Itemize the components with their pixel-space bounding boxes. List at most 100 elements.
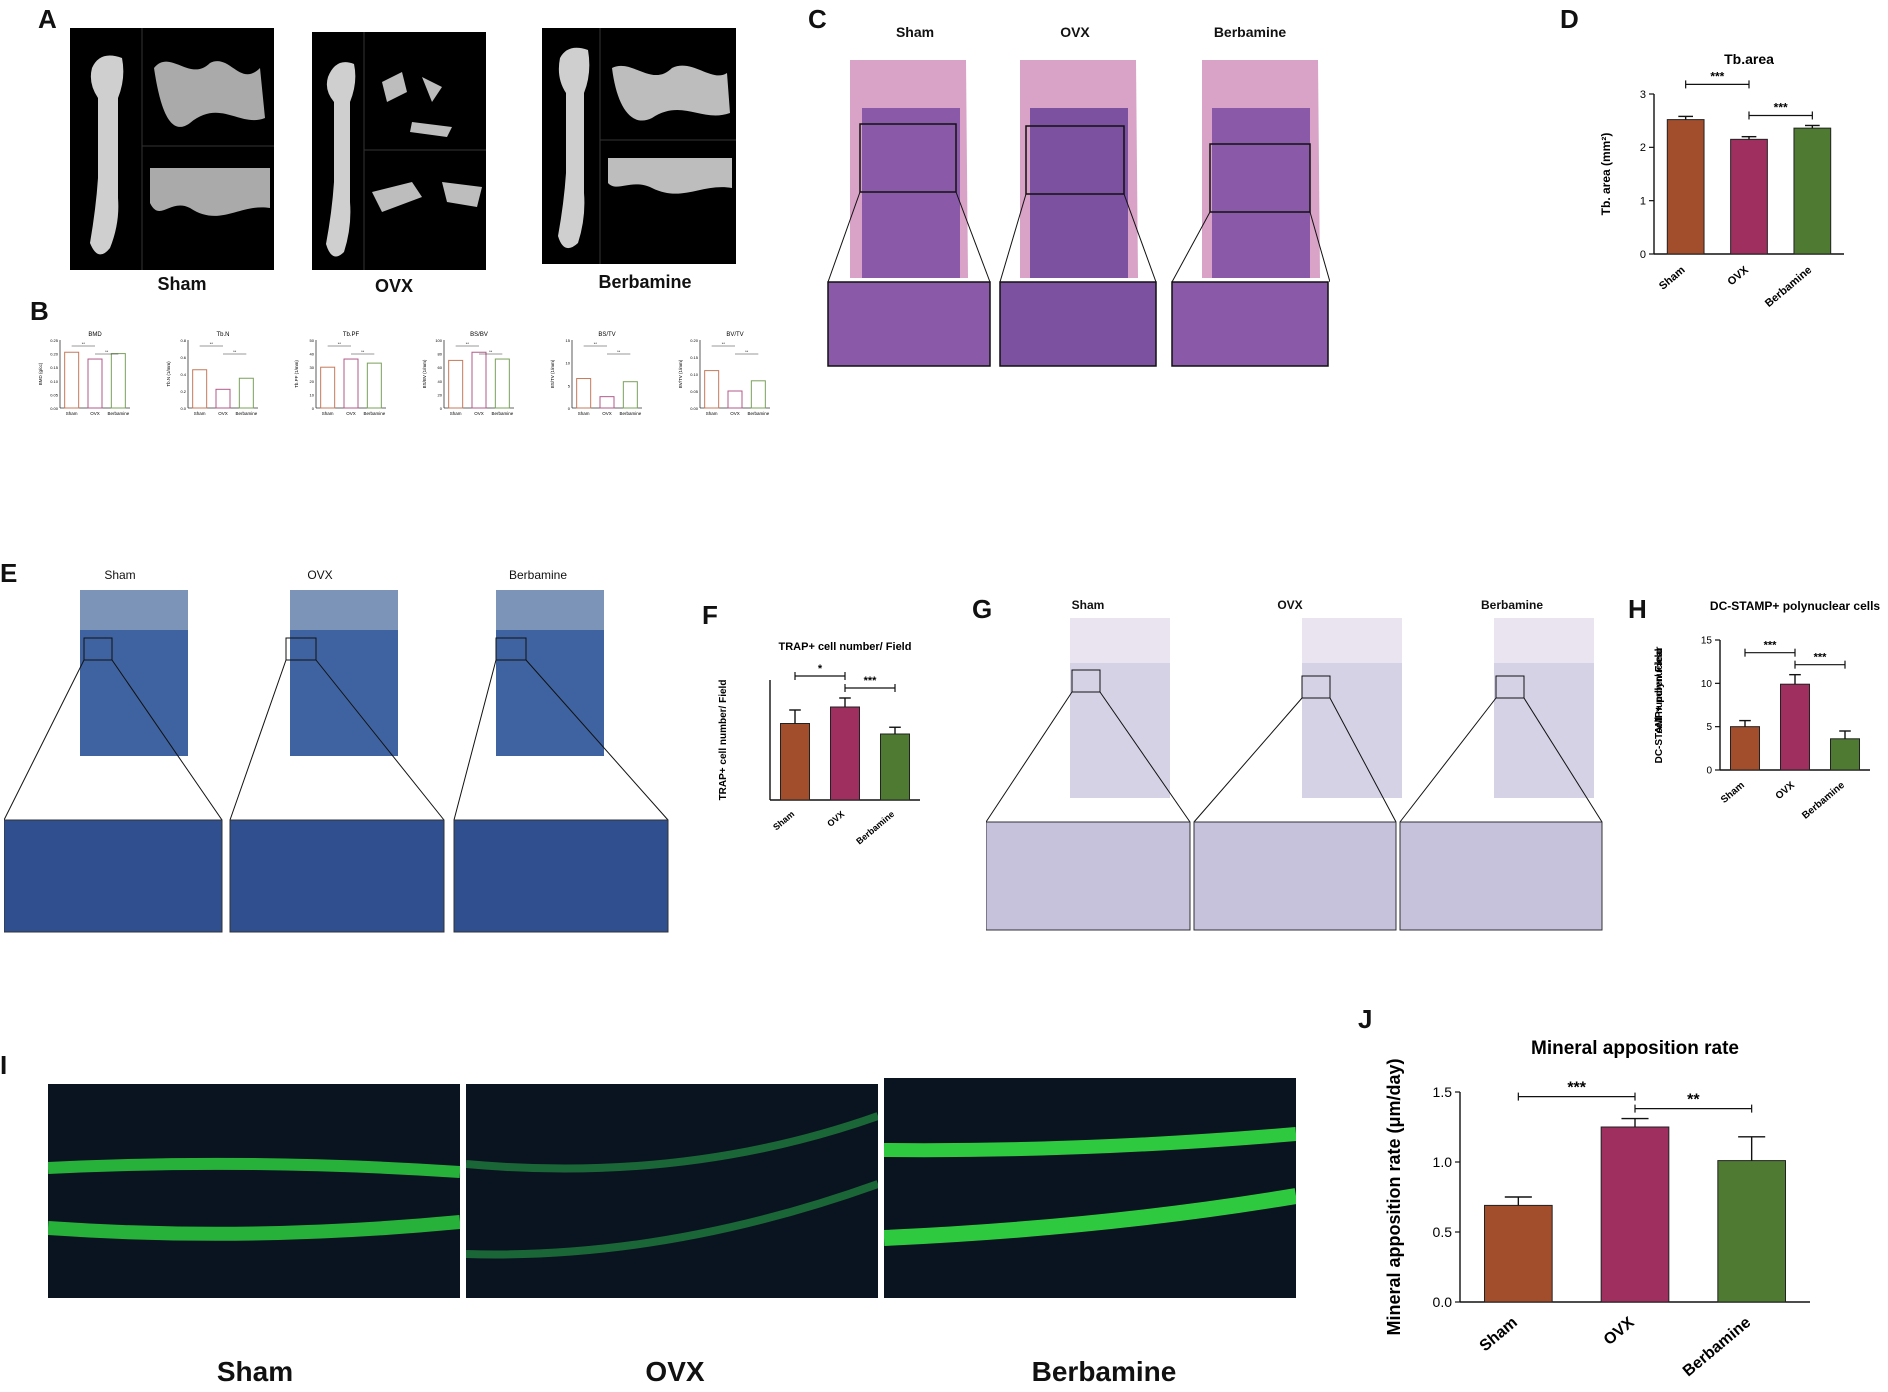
small-y-tick-label: 20 (438, 392, 443, 397)
bar-sham (1484, 1204, 1553, 1303)
small-x-tick-label: Berbamine (363, 411, 385, 416)
small-x-tick-label: Sham (450, 411, 462, 416)
small-y-tick-label: 100 (435, 338, 442, 343)
small-y-tick-label: 15 (566, 338, 571, 343)
y-tick-label: 0.0 (1433, 1294, 1453, 1310)
small-y-axis-label: BMD (g/cc) (38, 362, 43, 385)
small-y-tick-label: 5 (568, 383, 571, 388)
significance-label: * (818, 663, 823, 675)
panel-label-b: B (30, 296, 49, 326)
small-y-tick-label: 60 (438, 365, 443, 370)
chart-title: Mineral apposition rate (1531, 1038, 1739, 1059)
small-x-tick-label: OVX (602, 411, 612, 416)
small-chart-title: BV/TV (726, 332, 743, 338)
small-x-tick-label: OVX (730, 411, 740, 416)
panel-label-g: G (972, 594, 993, 624)
small-x-tick-label: OVX (218, 411, 228, 416)
dcstamp-staining-panel (986, 618, 1603, 931)
e-group-sham: Sham (104, 568, 136, 582)
bar-sham (1730, 726, 1760, 771)
x-tick-label: OVX (1774, 780, 1798, 802)
x-tick-label: OVX (825, 809, 846, 829)
bar-berbamine (1830, 738, 1860, 771)
a-group-ovx: OVX (374, 276, 413, 296)
fluorescence-ovx (466, 1084, 878, 1298)
bar-sham (780, 723, 810, 801)
small-sig-label: ** (82, 341, 86, 346)
x-tick-label: Sham (1719, 780, 1747, 806)
small-sig-label: ** (745, 349, 749, 354)
panel-label-j: J (1358, 1004, 1373, 1034)
small-chart-tbn: Tb.N 0.8 0.6 0.4 0.2 0.0 Tb.N (1/mm) Sham OVX Ber… (166, 332, 258, 416)
small-y-tick-label: 0.4 (180, 372, 186, 377)
small-bar (599, 396, 615, 409)
small-y-tick-label: 0 (568, 406, 571, 411)
small-bar (727, 390, 743, 409)
i-group-berbamine: Berbamine (1031, 1356, 1177, 1387)
small-sig-label: ** (722, 341, 726, 346)
fluorescence-berbamine (884, 1078, 1296, 1298)
y-axis-label: TRAP+ cell number/ Field (718, 680, 729, 801)
small-chart-bmd: BMD 0.25 0.20 0.15 0.10 0.05 0.00 BMD (g/cc) Sha… (38, 332, 130, 416)
small-y-tick-label: 40 (310, 352, 315, 357)
fluorescence-ovx-render (466, 1084, 878, 1298)
small-bar (704, 370, 720, 409)
small-y-tick-label: 50 (310, 338, 315, 343)
small-bar (494, 358, 510, 409)
small-x-tick-label: Sham (66, 411, 78, 416)
x-tick-label: Berbamine (1680, 1314, 1754, 1380)
small-bar (343, 358, 359, 409)
small-bar (215, 388, 231, 409)
fluorescence-berbamine-render (884, 1078, 1296, 1298)
chart-j-mar: Mineral apposition rate 0.0 0.5 1.0 1.5 Miner… (1384, 1038, 1810, 1380)
y-tick-label: 1.0 (1433, 1154, 1453, 1170)
small-y-tick-label: 0.00 (50, 406, 59, 411)
y-axis-label: Mineral apposition rate (μm/day) (1384, 1058, 1404, 1335)
small-x-tick-label: Berbamine (619, 411, 641, 416)
small-chart-bstv: BS/TV 15 10 5 0 BS/TV (1/mm) Sham OVX Berbamine *… (550, 332, 642, 416)
y-axis-label-line: DC-STAMP+ polynuclear (1654, 647, 1665, 764)
trap-staining-panel (4, 590, 669, 933)
bar-sham (1666, 119, 1705, 255)
small-y-tick-label: 0.05 (50, 392, 59, 397)
panel-label-d: D (1560, 4, 1579, 34)
significance-label: *** (1764, 640, 1778, 652)
x-tick-label: Berbamine (854, 809, 896, 847)
small-x-tick-label: Berbamine (747, 411, 769, 416)
microct-sham-render (70, 28, 274, 270)
microct-berbamine (542, 28, 736, 264)
small-y-tick-label: 0.6 (180, 355, 186, 360)
small-chart-title: Tb.PF (343, 332, 360, 338)
g-group-sham: Sham (1071, 598, 1105, 612)
small-sig-label: ** (594, 341, 598, 346)
small-bar (64, 351, 80, 409)
small-y-axis-label: Tb.PF (1/mm) (294, 360, 299, 388)
fluorescence-sham (48, 1084, 460, 1298)
y-tick-label: 15 (1701, 636, 1713, 647)
bar-ovx (830, 706, 860, 801)
small-sig-label: ** (361, 349, 365, 354)
small-bar (110, 353, 126, 409)
small-bar (576, 378, 592, 409)
c-group-ovx: OVX (1060, 24, 1090, 40)
y-axis-label: Tb. area (mm²) (1599, 133, 1613, 216)
small-x-tick-label: Sham (706, 411, 718, 416)
small-y-tick-label: 0.2 (180, 389, 186, 394)
panel-label-f: F (702, 600, 718, 630)
y-tick-label: 1 (1640, 196, 1646, 208)
c-group-sham: Sham (895, 24, 935, 40)
small-y-tick-label: 0.15 (50, 365, 59, 370)
small-y-axis-label: BS/TV (1/mm) (550, 359, 555, 388)
bar-berbamine (1793, 127, 1832, 255)
small-chart-title: BS/BV (470, 332, 488, 338)
small-bar (366, 362, 382, 409)
y-tick-label: 1.5 (1433, 1084, 1453, 1100)
small-x-tick-label: OVX (90, 411, 100, 416)
microct-sham (70, 28, 274, 270)
chart-title: TRAP+ cell number/ Field (779, 641, 912, 653)
y-tick-label: 0 (1706, 766, 1712, 777)
small-y-tick-label: 10 (310, 392, 315, 397)
significance-label: *** (1567, 1080, 1586, 1097)
x-tick-label: OVX (1725, 264, 1751, 289)
